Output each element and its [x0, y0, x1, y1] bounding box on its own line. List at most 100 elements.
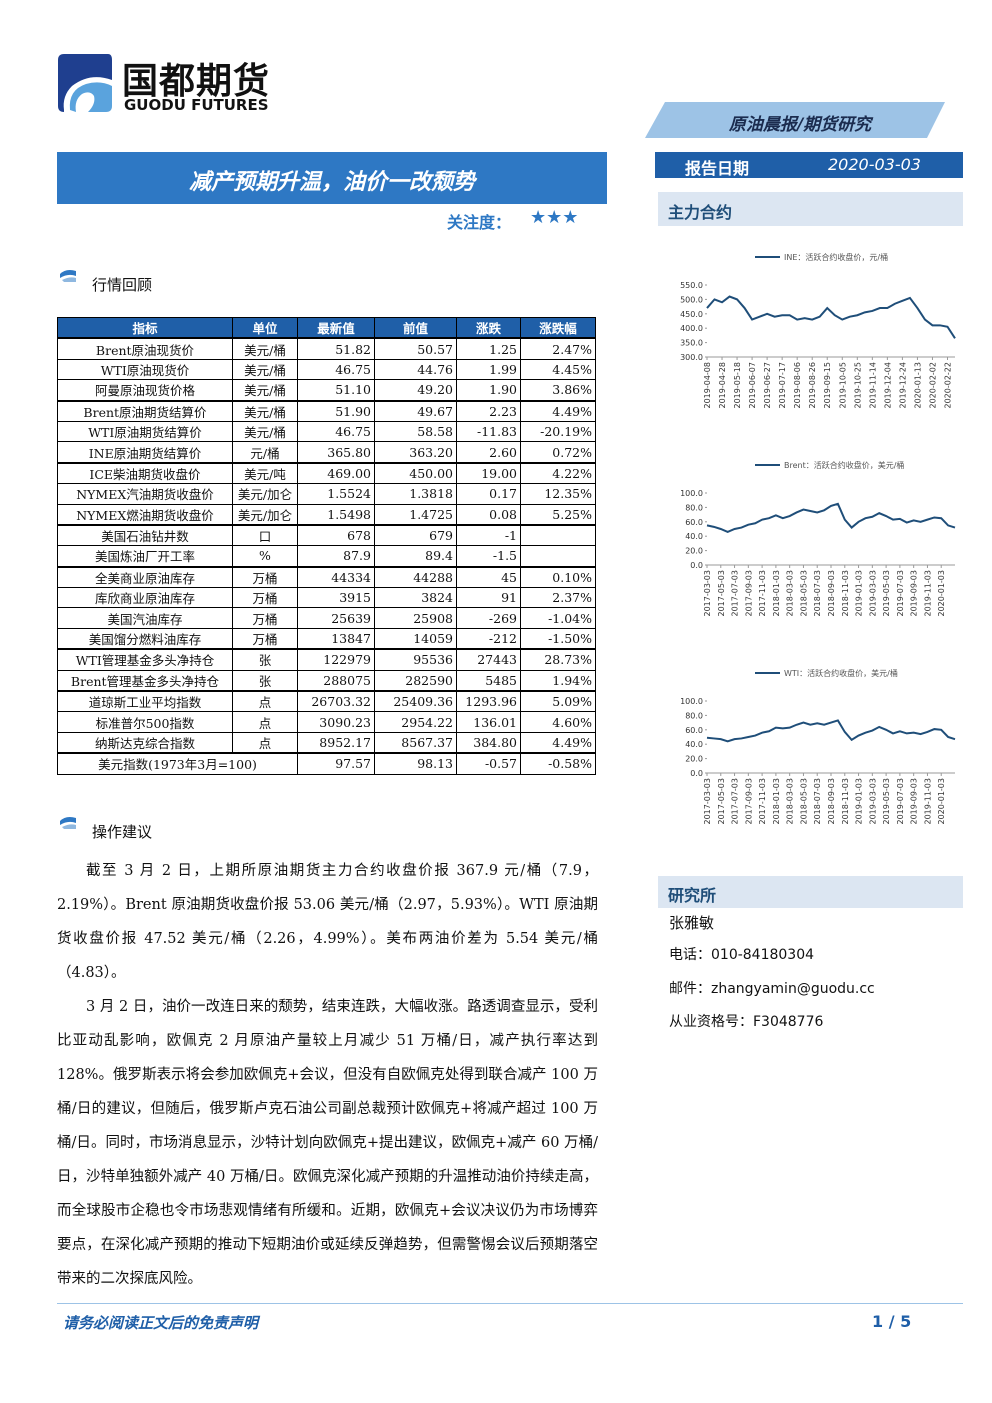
value-cell: 4.49%	[520, 399, 596, 422]
table-row: 库欣商业原油库存 万桶 3915 3824 91 2.37%	[57, 587, 596, 609]
value-cell: -1	[456, 523, 521, 547]
value-cell: 点	[232, 731, 298, 754]
x-tick-label: 2019-06-07	[748, 362, 757, 409]
value-cell: 1.3818	[374, 483, 457, 505]
table-row: NYMEX燃油期货收盘价 美元/加仑 1.5498 1.4725 0.08 5.25%	[57, 503, 596, 526]
x-tick-label: 2019-07-03	[896, 570, 905, 617]
legend-label: Brent：活跃合约收盘价，美元/桶	[784, 460, 904, 470]
contracts-bar	[658, 192, 963, 226]
analyst: 张雅敏	[669, 914, 715, 932]
value-cell: 136.01	[456, 711, 521, 733]
value-cell: 美元/桶	[232, 399, 298, 422]
y-tick-label: 100.0	[680, 489, 703, 498]
value-cell: 4.45%	[520, 358, 596, 381]
table-row: ICE柴油期货收盘价 美元/吨 469.00 450.00 19.00 4.22%	[57, 461, 596, 485]
x-tick-label: 2018-07-03	[813, 570, 822, 617]
section-icon	[60, 817, 76, 829]
y-tick-label: 450.0	[680, 310, 703, 319]
value-cell: 98.13	[374, 752, 457, 775]
value-cell: -11.83	[456, 420, 521, 443]
x-tick-label: 2017-07-03	[731, 570, 740, 617]
body-text: 截至 3 月 2 日，上期所原油期货主力合约收盘价报 367.9 元/桶（7.9…	[57, 854, 598, 1296]
value-cell: 张	[232, 648, 298, 671]
x-tick-label: 2017-07-03	[731, 778, 740, 825]
value-cell: 4.49%	[520, 731, 596, 754]
value-cell: 95536	[374, 648, 457, 671]
value-cell: 张	[232, 669, 298, 692]
y-tick-label: 40.0	[685, 532, 703, 541]
x-tick-label: 2019-05-03	[882, 778, 891, 825]
title-bar	[57, 152, 607, 204]
header-cell: 单位	[232, 317, 298, 339]
x-tick-label: 2020-02-22	[943, 362, 952, 409]
phone: 电话：010-84180304	[669, 947, 815, 963]
line	[706, 502, 956, 533]
value-cell: 44.76	[374, 358, 457, 381]
value-cell: 25639	[297, 607, 375, 629]
section-heading: 行情回顾	[92, 276, 153, 294]
x-tick-label: 2018-01-03	[772, 778, 781, 825]
value-cell: 8952.17	[297, 731, 375, 754]
institute-heading: 研究所	[668, 886, 717, 905]
value-cell: 19.00	[456, 461, 521, 485]
value-cell: -212	[456, 627, 521, 650]
x-tick-label: 2019-05-18	[733, 362, 742, 409]
y-tick-label: 0.0	[690, 561, 703, 570]
value-cell: 5485	[456, 669, 521, 692]
paragraph: 截至 3 月 2 日，上期所原油期货主力合约收盘价报 367.9 元/桶（7.9…	[57, 863, 598, 981]
value-cell: 点	[232, 690, 298, 713]
value-cell: 万桶	[232, 607, 298, 629]
value-cell: 288075	[297, 669, 375, 692]
x-tick-label: 2017-05-03	[717, 570, 726, 617]
table-row: WTI原油期货结算价 美元/桶 46.75 58.58 -11.83 -20.19%	[57, 420, 596, 443]
x-tick-label: 2019-07-03	[896, 778, 905, 825]
x-tick-label: 2018-11-03	[841, 570, 850, 617]
institute-bar	[658, 876, 963, 908]
x-tick-label: 2019-01-03	[855, 778, 864, 825]
value-cell: 384.80	[456, 731, 521, 754]
indicator-cell: 全美商业原油库存	[57, 565, 233, 589]
value-cell: 0.72%	[520, 441, 596, 464]
value-cell: -269	[456, 607, 521, 629]
value-cell: 679	[374, 523, 457, 547]
value-cell: 46.75	[297, 420, 375, 443]
value-cell: 4.60%	[520, 711, 596, 733]
date: 2020-03-03	[828, 155, 921, 174]
value-cell: 1.99	[456, 358, 521, 381]
value-cell: 2.47%	[520, 337, 596, 360]
indicator-cell: Brent原油期货结算价	[57, 399, 233, 422]
indicator-cell: 美国炼油厂开工率	[57, 545, 233, 568]
contracts-heading: 主力合约	[668, 203, 733, 222]
value-cell: 44334	[297, 565, 375, 589]
value-cell: -1.50%	[520, 627, 596, 650]
indicator-cell: 美国石油钻井数	[57, 523, 233, 547]
y-tick-label: 300.0	[680, 353, 703, 362]
indicator-cell: 美元指数(1973年3月=100)	[57, 752, 298, 775]
value-cell: 美元/吨	[232, 461, 298, 485]
value-cell: %	[232, 545, 298, 568]
section-icon	[60, 270, 76, 282]
email: 邮件：zhangyamin@guodu.cc	[669, 981, 875, 997]
x-tick-label: 2019-01-03	[855, 570, 864, 617]
legend-label: INE：活跃合约收盘价，元/桶	[784, 252, 888, 262]
value-cell: 1.5524	[297, 483, 375, 505]
indicator-cell: INE原油期货结算价	[57, 441, 233, 464]
y-tick-label: 350.0	[680, 339, 703, 348]
x-tick-label: 2018-03-03	[786, 778, 795, 825]
x-tick-label: 2020-01-03	[937, 570, 946, 617]
header-cell: 涨跌	[456, 317, 521, 339]
value-cell: -20.19%	[520, 420, 596, 443]
line	[706, 719, 956, 743]
value-cell: 678	[297, 523, 375, 547]
x-tick-label: 2019-06-27	[763, 362, 772, 409]
value-cell: 2.23	[456, 399, 521, 422]
indicator-cell: 标准普尔500指数	[57, 711, 233, 733]
value-cell: 1.94%	[520, 669, 596, 692]
x-tick-label: 2019-12-04	[883, 362, 892, 409]
y-tick-label: 100.0	[680, 697, 703, 706]
value-cell: 365.80	[297, 441, 375, 464]
table-row: WTI管理基金多头净持仓张 122979 95536 27443 28.73%	[57, 648, 596, 671]
value-cell: 469.00	[297, 461, 375, 485]
table-row: 标准普尔500指数点 3090.23 2954.22 136.01 4.60%	[57, 711, 596, 733]
